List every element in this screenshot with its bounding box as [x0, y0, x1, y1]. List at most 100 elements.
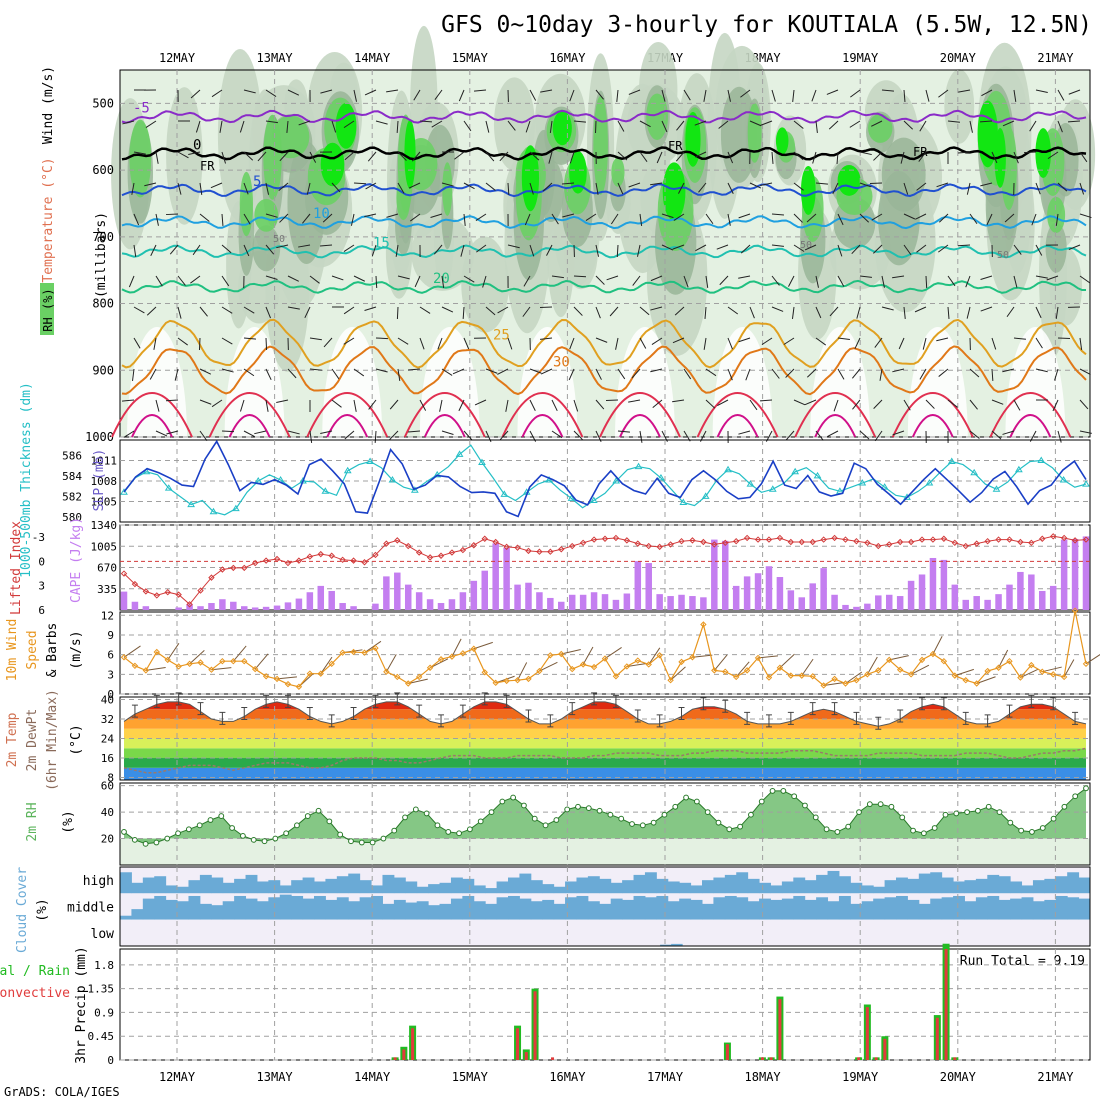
cloud-bar-high — [896, 878, 908, 894]
precip-ytick: 1.8 — [94, 959, 114, 972]
temp-band — [120, 709, 1090, 719]
rh2m-marker — [327, 819, 332, 824]
temp-ylabel-2: 2m DewPt — [25, 709, 40, 772]
cape-bar — [263, 607, 270, 610]
cloud-bar-high — [942, 878, 954, 894]
cloud-bar-high — [554, 887, 566, 894]
date-label-bottom: 21MAY — [1037, 1070, 1074, 1084]
cloud-bar-high — [223, 883, 235, 894]
cloud-bar-middle — [1033, 901, 1045, 919]
surface-barb — [277, 677, 297, 679]
cloud-bar-high — [428, 884, 440, 893]
surface-barb — [386, 654, 396, 671]
cloud-bar-high — [599, 879, 611, 893]
cape-bar — [558, 602, 565, 610]
cloud-bar-high — [1044, 879, 1056, 893]
cloud-bar-high — [417, 887, 429, 894]
cloud-bar-high — [793, 878, 805, 894]
rh2m-marker — [316, 808, 321, 813]
temp-band — [120, 758, 1090, 768]
rh2m-marker — [1030, 830, 1035, 835]
wind-barb — [376, 338, 388, 339]
rh2m-marker — [349, 839, 354, 844]
cloud-bar-high — [816, 875, 828, 893]
cloud-bar-middle — [234, 896, 246, 920]
rh2m-marker — [921, 831, 926, 836]
cloud-bar-high — [474, 885, 486, 893]
wind-barb — [926, 276, 927, 288]
cloud-bar-middle — [1056, 896, 1068, 920]
cloud-bar-middle — [1010, 899, 1022, 920]
cloud-bar-high — [634, 875, 646, 893]
cape-bar — [580, 595, 587, 610]
wind-ytick: 9 — [107, 629, 114, 642]
rh2m-yunit: (%) — [61, 810, 76, 833]
rh2m-marker — [478, 819, 483, 824]
cape-bar — [482, 571, 489, 610]
cloud-bar-high — [702, 880, 714, 893]
slp-ylabel: SLP (mb) — [92, 449, 107, 512]
precip-conv-bar — [866, 1007, 869, 1060]
rh2m-marker — [284, 831, 289, 836]
cape-bar — [820, 568, 827, 610]
cape-bar — [766, 566, 773, 610]
rh2m-marker — [446, 830, 451, 835]
wind-ylabel-1: 10m Wind — [5, 619, 20, 682]
cape-bar — [296, 599, 303, 610]
rh2m-marker — [824, 827, 829, 832]
temp-band — [120, 768, 1090, 780]
rh2m-marker — [511, 795, 516, 800]
li-ytick: 6 — [38, 604, 45, 617]
temp-ylabel-3: (6hr Min/Max) — [45, 689, 60, 791]
cape-bar — [678, 595, 685, 610]
surface-barb — [692, 655, 712, 657]
rh2m-marker — [976, 808, 981, 813]
cloud-bar-middle — [622, 900, 634, 920]
surface-barb — [1020, 669, 1038, 678]
cape-bar — [853, 607, 860, 610]
date-label-bottom: 20MAY — [940, 1070, 977, 1084]
rh2m-marker — [467, 827, 472, 832]
date-label-top: 21MAY — [1037, 51, 1074, 65]
cloud-bar-high — [382, 875, 394, 893]
rh-contour-label: 50 — [273, 234, 285, 245]
rh2m-marker — [684, 795, 689, 800]
precip-legend-total: tal / Rain — [0, 964, 70, 979]
li-ytick: -3 — [32, 531, 45, 544]
precip-conv-bar — [953, 1057, 956, 1060]
date-label-bottom: 13MAY — [257, 1070, 294, 1084]
cloud-bar-middle — [405, 903, 417, 920]
cloud-bar-middle — [337, 897, 349, 919]
rh2m-marker — [208, 818, 213, 823]
date-label-top: 16MAY — [549, 51, 586, 65]
cape-ytick: 670 — [97, 562, 117, 575]
rh2m-marker — [608, 812, 613, 817]
date-label-top: 20MAY — [940, 51, 977, 65]
cape-bar — [328, 591, 335, 610]
cloud-bar-middle — [519, 899, 531, 920]
cloud-bar-middle — [508, 896, 520, 920]
date-label-top: 15MAY — [452, 51, 489, 65]
cloud-bar-middle — [291, 896, 303, 920]
rh2m-marker — [1084, 786, 1089, 791]
cloud-bar-middle — [611, 899, 623, 920]
precip-conv-bar — [534, 991, 537, 1060]
cloud-bar-middle — [702, 904, 714, 920]
cloud-bar-middle — [360, 897, 372, 919]
cloud-bar-middle — [257, 901, 269, 919]
chart-title: GFS 0~10day 3-hourly for KOUTIALA (5.5W,… — [441, 12, 1092, 38]
cape-bar — [941, 560, 948, 610]
cloud-bar-high — [907, 879, 919, 893]
cape-bar — [1050, 586, 1057, 610]
cloud-ylabel: Cloud Cover — [15, 867, 30, 953]
rh2m-marker — [489, 810, 494, 815]
cloud-bar-high — [394, 878, 406, 894]
cloud-bar-middle — [1044, 900, 1056, 920]
cloud-bar-high — [440, 883, 452, 894]
cloud-bar-middle — [599, 904, 611, 920]
cloud-bar-high — [177, 887, 189, 894]
cloud-bar-middle — [166, 900, 178, 920]
cloud-bar-high — [1033, 880, 1045, 893]
cloud-bar-high — [154, 876, 166, 893]
cloud-bar-high — [143, 878, 155, 894]
